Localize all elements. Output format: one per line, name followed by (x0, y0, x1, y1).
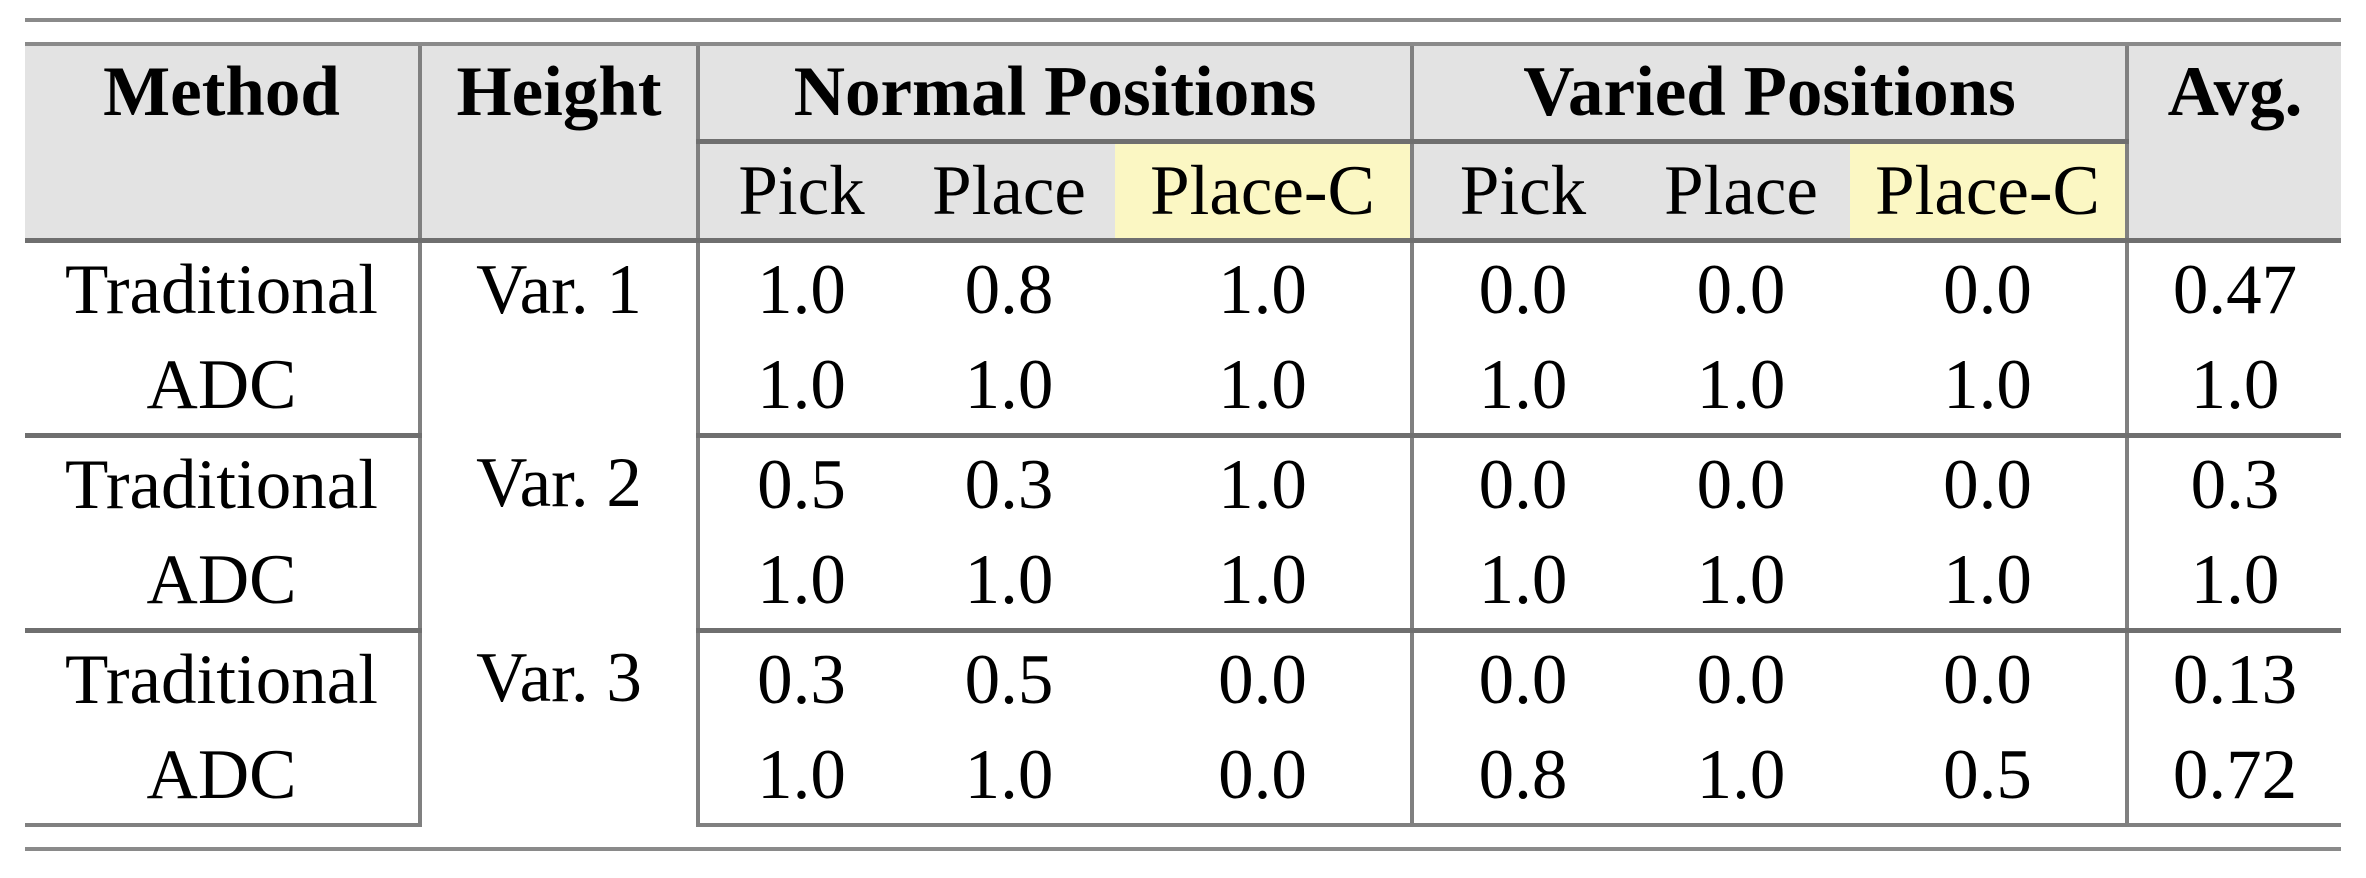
subcol-normal-place: Place (903, 141, 1115, 243)
cell-varied-pick: 0.0 (1410, 630, 1633, 728)
cell-avg: 0.72 (2125, 728, 2342, 827)
table-row: ADC 1.0 1.0 1.0 1.0 1.0 1.0 1.0 (25, 533, 2342, 633)
cell-varied-pick: 1.0 (1410, 338, 1633, 438)
cell-avg: 0.13 (2125, 630, 2342, 728)
cell-varied-place-c: 0.0 (1850, 240, 2128, 338)
cell-normal-place-c: 0.0 (1115, 728, 1413, 827)
cell-varied-place-c: 0.5 (1850, 728, 2128, 827)
cell-avg: 1.0 (2125, 533, 2342, 633)
subcol-normal-pick: Pick (696, 141, 903, 243)
cell-normal-place-c: 1.0 (1115, 240, 1413, 338)
cell-avg: 0.47 (2125, 240, 2342, 338)
cell-varied-place: 1.0 (1632, 533, 1851, 633)
method-label: ADC (25, 533, 420, 633)
cell-varied-pick: 1.0 (1410, 533, 1633, 633)
table-row: ADC 1.0 1.0 1.0 1.0 1.0 1.0 1.0 (25, 338, 2342, 438)
cell-varied-place: 0.0 (1632, 240, 1851, 338)
method-label: ADC (25, 728, 420, 827)
cell-normal-pick: 0.3 (696, 630, 903, 728)
cell-varied-pick: 0.0 (1410, 240, 1633, 338)
subcol-varied-place-c: Place-C (1850, 141, 2128, 243)
table-row: Traditional Var. 1 1.0 0.8 1.0 0.0 0.0 0… (25, 240, 2342, 436)
method-label: Traditional (25, 240, 420, 338)
cell-avg: 0.3 (2125, 435, 2342, 533)
table-row: Traditional Var. 3 0.3 0.5 0.0 0.0 0.0 0… (25, 630, 2342, 825)
cell-normal-pick: 1.0 (696, 728, 903, 827)
cell-varied-place: 1.0 (1632, 338, 1851, 438)
table-row: Traditional Var. 2 0.5 0.3 1.0 0.0 0.0 0… (25, 435, 2342, 631)
method-label: Traditional (25, 630, 420, 728)
subcol-varied-place: Place (1632, 141, 1851, 243)
method-label: ADC (25, 338, 420, 438)
cell-normal-place-c: 0.0 (1115, 630, 1413, 728)
cell-normal-place-c: 1.0 (1115, 533, 1413, 633)
cell-varied-place-c: 0.0 (1850, 630, 2128, 728)
header-row-groups: Method Height Normal Positions Varied Po… (25, 42, 2342, 243)
height-label: Var. 1 (418, 240, 698, 436)
header-row-sub: Pick Place Place-C Pick Place Place-C (25, 141, 2341, 243)
top-double-rule (25, 18, 2341, 22)
cell-varied-place: 0.0 (1632, 630, 1851, 728)
cell-normal-pick: 0.5 (696, 435, 903, 533)
cell-varied-place: 1.0 (1632, 728, 1851, 827)
height-label: Var. 2 (418, 435, 698, 631)
table-row: ADC 1.0 1.0 0.0 0.8 1.0 0.5 0.72 (25, 728, 2342, 827)
cell-varied-place-c: 1.0 (1850, 338, 2128, 438)
paper-table-figure: Method Height Normal Positions Varied Po… (0, 18, 2366, 878)
cell-normal-place: 0.5 (903, 630, 1115, 728)
col-group-normal-positions: Normal Positions (695, 42, 1413, 144)
cell-normal-place: 1.0 (903, 338, 1115, 438)
subcol-varied-pick: Pick (1410, 141, 1633, 243)
height-label: Var. 3 (418, 630, 698, 825)
cell-varied-place: 0.0 (1632, 435, 1851, 533)
cell-normal-pick: 1.0 (696, 338, 903, 438)
cell-normal-place: 0.3 (903, 435, 1115, 533)
cell-varied-pick: 0.8 (1410, 728, 1633, 827)
cell-normal-pick: 1.0 (696, 240, 903, 338)
cell-normal-place: 1.0 (903, 533, 1115, 633)
bottom-double-rule (25, 847, 2341, 851)
method-label: Traditional (25, 435, 420, 533)
subcol-normal-place-c: Place-C (1115, 141, 1413, 243)
cell-normal-place-c: 1.0 (1115, 338, 1413, 438)
cell-normal-pick: 1.0 (696, 533, 903, 633)
cell-avg: 1.0 (2125, 338, 2342, 438)
cell-varied-place-c: 1.0 (1850, 533, 2128, 633)
col-header-method: Method (25, 42, 420, 243)
cell-normal-place: 0.8 (903, 240, 1115, 338)
cell-normal-place: 1.0 (903, 728, 1115, 827)
cell-varied-place-c: 0.0 (1850, 435, 2128, 533)
col-header-avg: Avg. (2125, 42, 2342, 243)
col-header-height: Height (418, 42, 698, 243)
results-table: Method Height Normal Positions Varied Po… (25, 42, 2342, 827)
cell-varied-pick: 0.0 (1410, 435, 1633, 533)
col-group-varied-positions: Varied Positions (1410, 42, 2128, 144)
cell-normal-place-c: 1.0 (1115, 435, 1413, 533)
